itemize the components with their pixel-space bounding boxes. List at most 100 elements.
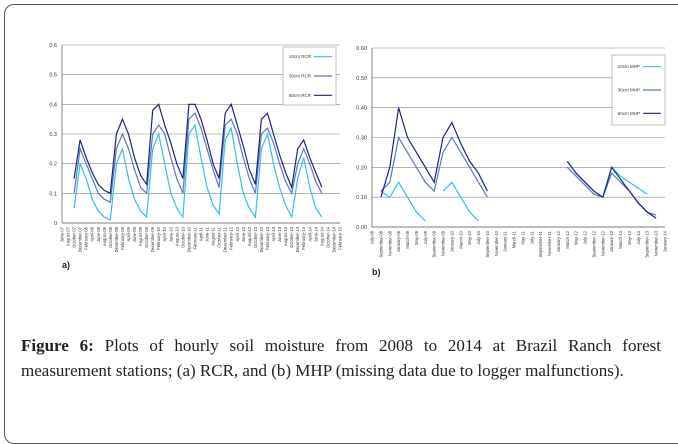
x-tick-label: February-09 xyxy=(120,226,125,249)
x-tick-label: December-11 xyxy=(223,226,228,252)
legend-label: 30cm RCR xyxy=(289,74,312,79)
x-tick-label: July-09 xyxy=(423,230,428,244)
x-tick-label: April-09 xyxy=(126,226,131,241)
x-tick-label: January-12 xyxy=(556,230,561,252)
x-tick-label: February-13 xyxy=(265,226,270,249)
x-tick-label: September-08 xyxy=(378,230,383,257)
x-tick-label: March-11 xyxy=(512,230,517,248)
x-tick-label: January-13 xyxy=(609,230,614,252)
x-tick-label: July-10 xyxy=(476,230,481,244)
x-tick-label: July-13 xyxy=(636,230,641,244)
y-tick-label: 0.00 xyxy=(356,225,367,231)
x-tick-label: September-09 xyxy=(432,230,437,257)
legend-label: 60cm RCR xyxy=(289,93,312,98)
x-tick-label: March-10 xyxy=(458,230,463,248)
series-line xyxy=(73,112,323,204)
x-tick-label: February-11 xyxy=(192,226,197,249)
x-tick-label: December-12 xyxy=(259,226,264,252)
x-tick-label: April-13 xyxy=(271,226,276,241)
series-line xyxy=(73,102,323,195)
x-tick-label: August-09 xyxy=(138,226,143,246)
x-tick-label: July-12 xyxy=(583,230,588,244)
x-tick-label: October-14 xyxy=(325,226,330,248)
x-tick-label: March-09 xyxy=(405,230,410,248)
x-tick-label: October-07 xyxy=(72,226,77,248)
x-tick-label: June-11 xyxy=(205,226,210,241)
x-tick-label: October-09 xyxy=(144,226,149,248)
x-tick-label: December-08 xyxy=(114,226,119,252)
y-tick-label: 0 xyxy=(54,221,57,227)
y-tick-label: 0.10 xyxy=(356,195,367,201)
x-tick-label: December-07 xyxy=(78,226,83,252)
x-tick-label: May-12 xyxy=(574,230,579,245)
x-tick-label: November-13 xyxy=(654,230,659,256)
x-tick-label: October-08 xyxy=(108,226,113,248)
x-tick-label: August-10 xyxy=(174,226,179,246)
x-tick-label: September-12 xyxy=(591,230,596,257)
y-tick-label: 0.3 xyxy=(49,132,57,138)
legend-label: 10cm RCR xyxy=(289,54,312,59)
x-tick-label: August-13 xyxy=(283,226,288,246)
x-tick-label: April-14 xyxy=(307,226,312,241)
x-tick-label: June-07 xyxy=(60,226,65,242)
x-tick-label: October-12 xyxy=(253,226,258,248)
series-line xyxy=(73,123,323,221)
y-tick-label: 0.20 xyxy=(356,165,367,171)
y-tick-label: 0.6 xyxy=(49,43,57,49)
x-tick-label: January-14 xyxy=(663,230,668,252)
x-tick-label: December-13 xyxy=(295,226,300,252)
x-tick-label: June-13 xyxy=(277,226,282,242)
x-tick-label: August-08 xyxy=(102,226,107,246)
x-tick-label: June-10 xyxy=(168,226,173,242)
x-tick-label: June-12 xyxy=(241,226,246,242)
x-tick-label: April-10 xyxy=(162,226,167,241)
x-tick-label: August-11 xyxy=(211,226,216,245)
x-tick-label: December-14 xyxy=(331,226,336,252)
x-tick-label: September-11 xyxy=(538,230,543,257)
x-tick-label: November-08 xyxy=(387,230,392,256)
x-tick-label: October-13 xyxy=(289,226,294,248)
x-tick-label: February-14 xyxy=(301,226,306,249)
series-line xyxy=(380,135,657,216)
x-tick-label: June-14 xyxy=(313,226,318,242)
x-tick-label: April-08 xyxy=(90,226,95,241)
x-tick-label: June-09 xyxy=(132,226,137,242)
legend-label: 30cm MHP xyxy=(618,88,640,93)
panel-label: b) xyxy=(372,267,381,277)
x-tick-label: March-12 xyxy=(565,230,570,248)
legend-label: 10cm MHP xyxy=(618,64,640,69)
series-line xyxy=(380,161,648,222)
y-tick-label: 0.60 xyxy=(356,46,367,52)
x-tick-label: December-10 xyxy=(186,226,191,252)
x-tick-label: May-13 xyxy=(627,230,632,245)
x-tick-label: September-13 xyxy=(645,230,650,257)
x-tick-label: November-10 xyxy=(494,230,499,256)
caption-text: Plots of hourly soil moisture from 2008 … xyxy=(21,336,661,380)
caption-label: Figure 6: xyxy=(21,336,94,355)
x-tick-label: July-08 xyxy=(370,230,375,244)
y-tick-label: 0.30 xyxy=(356,136,367,142)
x-tick-label: July-11 xyxy=(529,230,534,244)
x-tick-label: November-12 xyxy=(600,230,605,256)
x-tick-label: November-11 xyxy=(547,230,552,256)
panel-label: a) xyxy=(62,260,70,270)
x-tick-label: June-08 xyxy=(96,226,101,242)
x-tick-label: January-11 xyxy=(503,230,508,251)
y-tick-label: 0.40 xyxy=(356,106,367,112)
y-tick-label: 0.5 xyxy=(49,73,57,79)
x-tick-label: February-15 xyxy=(338,226,343,249)
x-tick-label: August-12 xyxy=(247,226,252,246)
x-tick-label: September-10 xyxy=(485,230,490,257)
x-tick-label: April-11 xyxy=(199,226,204,241)
x-tick-label: August-07 xyxy=(66,226,71,246)
x-tick-label: December-09 xyxy=(150,226,155,252)
x-tick-label: February-10 xyxy=(156,226,161,249)
x-tick-label: May-09 xyxy=(414,230,419,245)
x-tick-label: May-10 xyxy=(467,230,472,245)
y-tick-label: 0.2 xyxy=(49,162,57,168)
x-tick-label: February-12 xyxy=(229,226,234,249)
x-tick-label: March-13 xyxy=(618,230,623,248)
y-tick-label: 0.4 xyxy=(49,102,57,108)
y-tick-label: 0.50 xyxy=(356,76,367,82)
x-tick-label: October-10 xyxy=(180,226,185,248)
